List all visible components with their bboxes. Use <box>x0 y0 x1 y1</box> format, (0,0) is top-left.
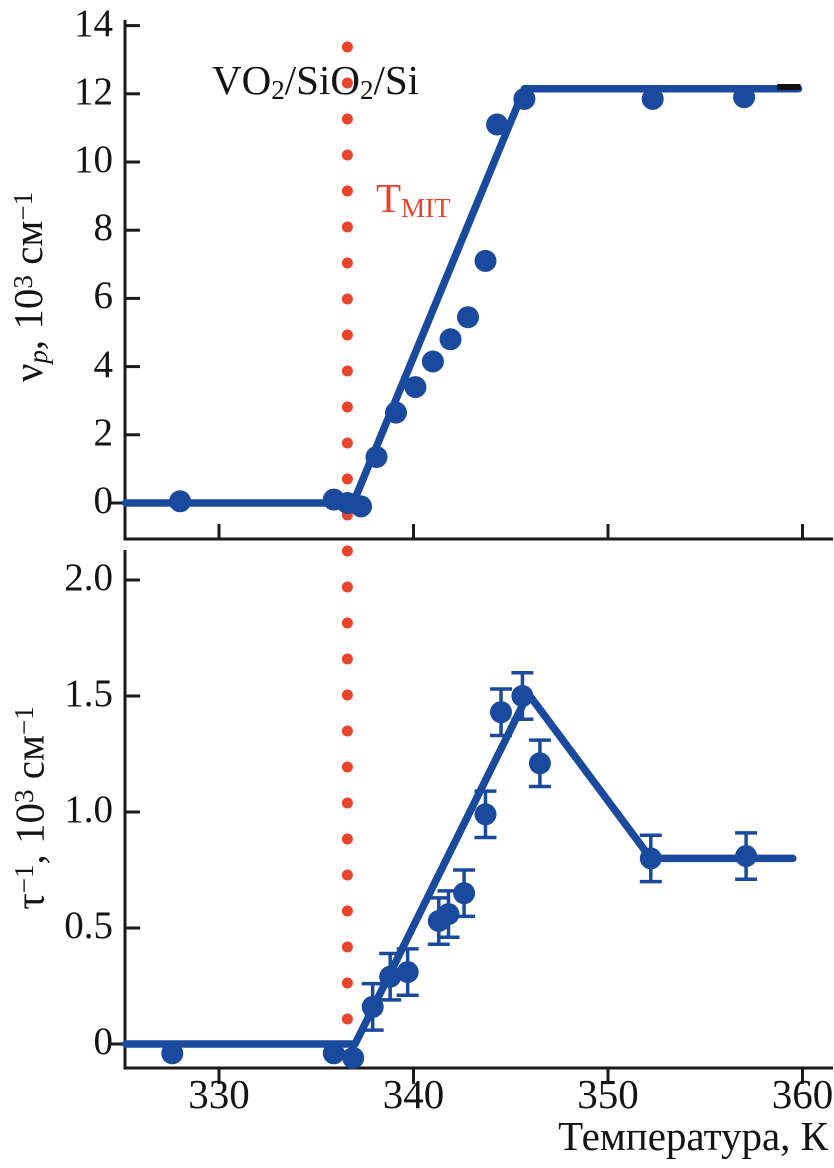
bottom-panel-data-point <box>342 1046 365 1069</box>
bottom-panel-y-tick-label: 2.0 <box>64 556 113 599</box>
figure-title: VO2/SiO2/Si <box>212 57 420 105</box>
tmit-dotted-line-dot <box>341 869 353 881</box>
tmit-dotted-line-dot <box>341 905 353 917</box>
top-panel-y-tick-label: 10 <box>74 138 113 181</box>
top-panel-data-point <box>733 86 756 109</box>
x-tick-label: 360 <box>771 1071 834 1117</box>
top-panel-y-tick-label: 4 <box>93 342 114 386</box>
tmit-dotted-line-dot <box>341 653 353 665</box>
bottom-panel-data-point <box>379 965 402 988</box>
tmit-dotted-line-dot <box>341 761 353 773</box>
top-panel-y-tick-label: 2 <box>93 410 114 454</box>
tmit-dotted-line-dot <box>341 725 353 737</box>
bottom-panel-data-point <box>474 803 497 826</box>
tmit-dotted-line-dot <box>341 797 353 809</box>
top-panel-data-point <box>350 495 372 518</box>
tmit-dotted-line-dot <box>341 149 353 161</box>
top-panel-data-point <box>385 401 407 424</box>
top-panel-y-tick-label: 6 <box>93 274 114 318</box>
tmit-dotted-line-dot <box>341 257 353 269</box>
bottom-panel-data-point <box>490 701 512 724</box>
bottom-panel-data-point <box>453 882 476 905</box>
tmit-annotation: TMIT <box>376 175 451 223</box>
tmit-dotted-line-dot <box>341 977 353 989</box>
tmit-dotted-line-dot <box>341 437 353 449</box>
tmit-dotted-line-dot <box>341 617 353 629</box>
x-tick-label: 340 <box>382 1071 445 1117</box>
x-tick-label: 330 <box>188 1071 250 1117</box>
tmit-dotted-line-dot <box>341 1013 353 1025</box>
top-panel-y-tick-label: 12 <box>74 69 113 113</box>
bottom-panel-data-point <box>437 903 460 926</box>
bottom-panel-data-point <box>161 1042 184 1065</box>
bottom-panel-data-point <box>396 961 419 984</box>
tmit-dotted-line-dot <box>341 689 353 701</box>
top-panel-data-point <box>474 249 497 272</box>
bottom-panel-y-tick-label: 0 <box>93 1020 114 1063</box>
top-panel-data-point <box>513 87 536 110</box>
top-panel-data-point <box>457 306 479 329</box>
plateau-dash-marker <box>777 84 801 90</box>
top-panel-data-point <box>365 446 388 468</box>
tmit-dotted-line-dot <box>341 545 353 557</box>
bottom-panel-data-point <box>639 847 662 870</box>
tmit-dotted-line-dot <box>341 293 353 305</box>
top-panel-data-point <box>486 113 509 136</box>
x-axis-title: Температура, К <box>558 1113 828 1159</box>
top-panel-y-tick-label: 8 <box>93 206 114 250</box>
bottom-panel-y-tick-label: 1.0 <box>64 788 113 831</box>
top-panel-data-point <box>421 350 444 373</box>
x-tick-label: 350 <box>577 1071 639 1117</box>
tmit-dotted-line-dot <box>341 329 353 341</box>
tmit-dotted-line-dot <box>341 941 353 953</box>
bottom-panel-data-point <box>322 1042 345 1065</box>
top-panel-data-point <box>169 490 192 513</box>
bottom-panel-y-tick-label: 1.5 <box>64 672 113 715</box>
tmit-dotted-line-dot <box>341 473 353 485</box>
top-panel-y-tick-label: 0 <box>93 479 114 522</box>
tmit-dotted-line-dot <box>341 185 353 197</box>
top-panel-fit-line <box>121 84 803 507</box>
bottom-panel-data-point <box>528 752 551 775</box>
tmit-dotted-line-dot <box>341 581 353 593</box>
bottom-panel-data-point <box>361 995 384 1018</box>
bottom-panel-data-point <box>735 845 758 868</box>
tmit-dotted-line-dot <box>341 401 353 413</box>
bottom-panel-data-point <box>511 685 534 707</box>
tmit-dotted-line-dot <box>341 221 353 233</box>
top-panel-data-point <box>641 87 664 110</box>
tmit-dotted-line-dot <box>341 77 353 89</box>
tmit-dotted-line-dot <box>341 113 353 125</box>
tmit-dotted-line-dot <box>341 41 353 53</box>
top-panel-data-point <box>404 376 427 399</box>
top-panel-data-point <box>439 328 462 351</box>
bottom-panel-y-tick-label: 0.5 <box>64 904 113 947</box>
top-panel-y-tick-label: 14 <box>74 1 113 45</box>
tmit-dotted-line-dot <box>341 833 353 845</box>
tmit-dotted-line-dot <box>341 365 353 377</box>
